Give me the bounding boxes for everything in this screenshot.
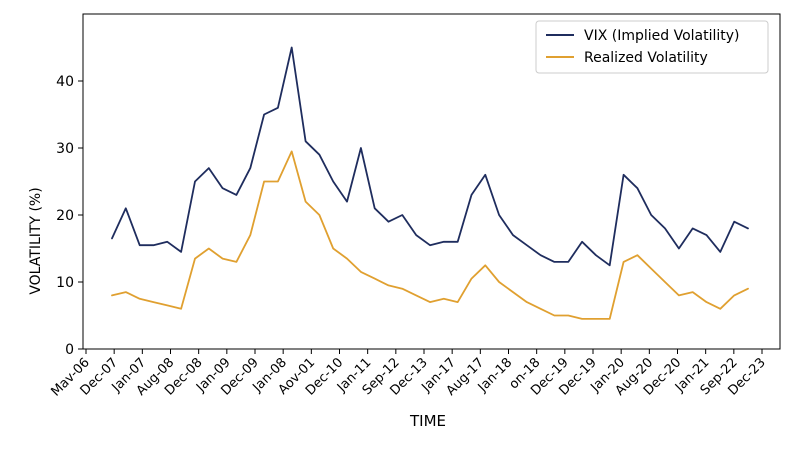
y-tick-label: 20 — [56, 208, 74, 224]
series-line-realized — [111, 150, 749, 320]
series-line-vix — [111, 46, 749, 267]
y-tick-label: 30 — [56, 141, 74, 157]
y-axis-label: VOLATILITY (%) — [28, 187, 44, 294]
series-group — [111, 46, 749, 320]
legend: VIX (Implied Volatility) Realized Volatil… — [535, 20, 769, 74]
legend-label: VIX (Implied Volatility) — [584, 28, 740, 44]
y-tick-label: 10 — [56, 275, 74, 291]
y-tick-label: 40 — [56, 74, 74, 90]
x-axis-label: TIME — [409, 412, 446, 430]
plot-frame — [82, 13, 781, 350]
legend-box — [535, 20, 769, 74]
y-tick-label: 0 — [65, 342, 74, 358]
axes: 010203040Mav-06Dec-07Jan-07Aug-08Dec-08J… — [48, 74, 768, 400]
plot-border — [82, 13, 781, 350]
legend-label: Realized Volatility — [584, 50, 708, 66]
